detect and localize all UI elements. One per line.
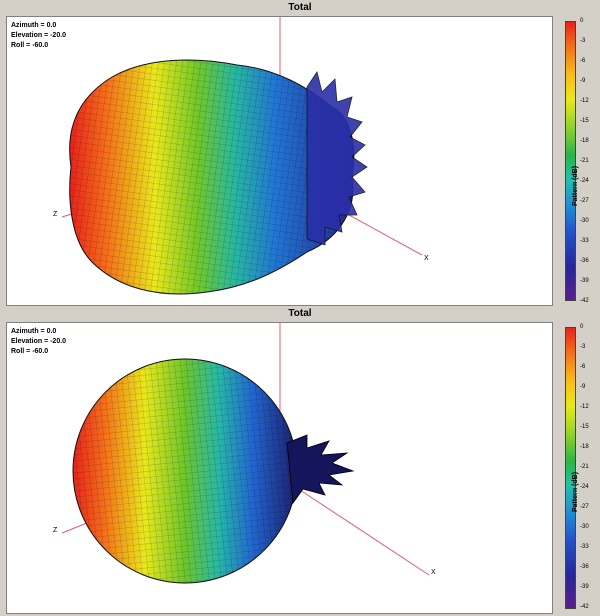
colorbar-tick: -3: [580, 38, 586, 44]
radiation-pattern-3d-plot[interactable]: [7, 17, 553, 306]
z-axis-label: Z: [53, 211, 58, 218]
view-parameters: Azimuth = 0.0 Elevation = -20.0 Roll = -…: [11, 327, 66, 357]
colorbar-gradient: [565, 21, 576, 301]
colorbar-tick: -18: [580, 444, 589, 450]
elevation-readout: Elevation = -20.0: [11, 338, 67, 345]
colorbar-title: Pattern (dB): [572, 165, 579, 206]
colorbar-tick: -27: [580, 504, 589, 510]
colorbar-tick: -42: [580, 604, 589, 610]
colorbar-tick: -12: [580, 98, 589, 104]
colorbar-tick: -30: [580, 218, 589, 224]
colorbar: 0 -3 -6 -9 -12 -15 -18 -21 -24 -27 -30 -…: [553, 322, 600, 614]
colorbar-tick: -33: [580, 544, 589, 550]
colorbar-tick: -15: [580, 118, 589, 124]
colorbar-tick: -36: [580, 258, 589, 264]
colorbar-tick: -15: [580, 424, 589, 430]
colorbar-tick: -12: [580, 404, 589, 410]
roll-readout: Roll = -60.0: [11, 348, 49, 355]
azimuth-readout: Azimuth = 0.0: [11, 328, 57, 335]
colorbar-tick: -27: [580, 198, 589, 204]
x-axis-label: X: [424, 255, 429, 262]
panel-title: Total: [288, 2, 312, 13]
colorbar-tick: -30: [580, 524, 589, 530]
colorbar-tick: -36: [580, 564, 589, 570]
colorbar-tick: -6: [580, 364, 586, 370]
x-axis-line: [296, 487, 430, 576]
radiation-pattern-3d-plot[interactable]: [7, 323, 553, 614]
colorbar-tick: -42: [580, 298, 589, 304]
colorbar-gradient: [565, 327, 576, 609]
pattern-panel-top: Total Azimuth = 0.0 Elevation = -20.0 Ro…: [0, 0, 600, 306]
pattern-mesh: [73, 359, 297, 583]
colorbar-tick: -39: [580, 584, 589, 590]
pattern-panel-bottom: Total Azimuth = 0.0 Elevation = -20.0 Ro…: [0, 306, 600, 616]
colorbar-tick: 0: [580, 18, 584, 24]
colorbar-tick: -18: [580, 138, 589, 144]
back-lobe-spikes: [306, 71, 368, 246]
back-lobe-spikes: [286, 434, 355, 505]
colorbar-tick: -9: [580, 78, 586, 84]
colorbar-title: Pattern (dB): [572, 471, 579, 512]
colorbar-tick: -3: [580, 344, 586, 350]
view-parameters: Azimuth = 0.0 Elevation = -20.0 Roll = -…: [11, 21, 66, 51]
colorbar-tick: -6: [580, 58, 586, 64]
colorbar-tick: -21: [580, 464, 589, 470]
plot-area[interactable]: Azimuth = 0.0 Elevation = -20.0 Roll = -…: [6, 16, 553, 306]
roll-readout: Roll = -60.0: [11, 42, 49, 49]
elevation-readout: Elevation = -20.0: [11, 32, 67, 39]
colorbar-tick: -33: [580, 238, 589, 244]
colorbar-tick: -21: [580, 158, 589, 164]
azimuth-readout: Azimuth = 0.0: [11, 22, 57, 29]
colorbar-tick: -24: [580, 484, 589, 490]
panel-title: Total: [288, 308, 312, 319]
z-axis-label: Z: [53, 527, 58, 534]
pattern-mesh: [69, 60, 354, 294]
colorbar-tick: -39: [580, 278, 589, 284]
colorbar-tick: -9: [580, 384, 586, 390]
plot-area[interactable]: Azimuth = 0.0 Elevation = -20.0 Roll = -…: [6, 322, 553, 614]
colorbar: 0 -3 -6 -9 -12 -15 -18 -21 -24 -27 -30 -…: [553, 16, 600, 306]
colorbar-tick: 0: [580, 324, 584, 330]
colorbar-tick: -24: [580, 178, 589, 184]
z-axis-left-line: [61, 522, 88, 534]
x-axis-label: X: [431, 569, 436, 576]
